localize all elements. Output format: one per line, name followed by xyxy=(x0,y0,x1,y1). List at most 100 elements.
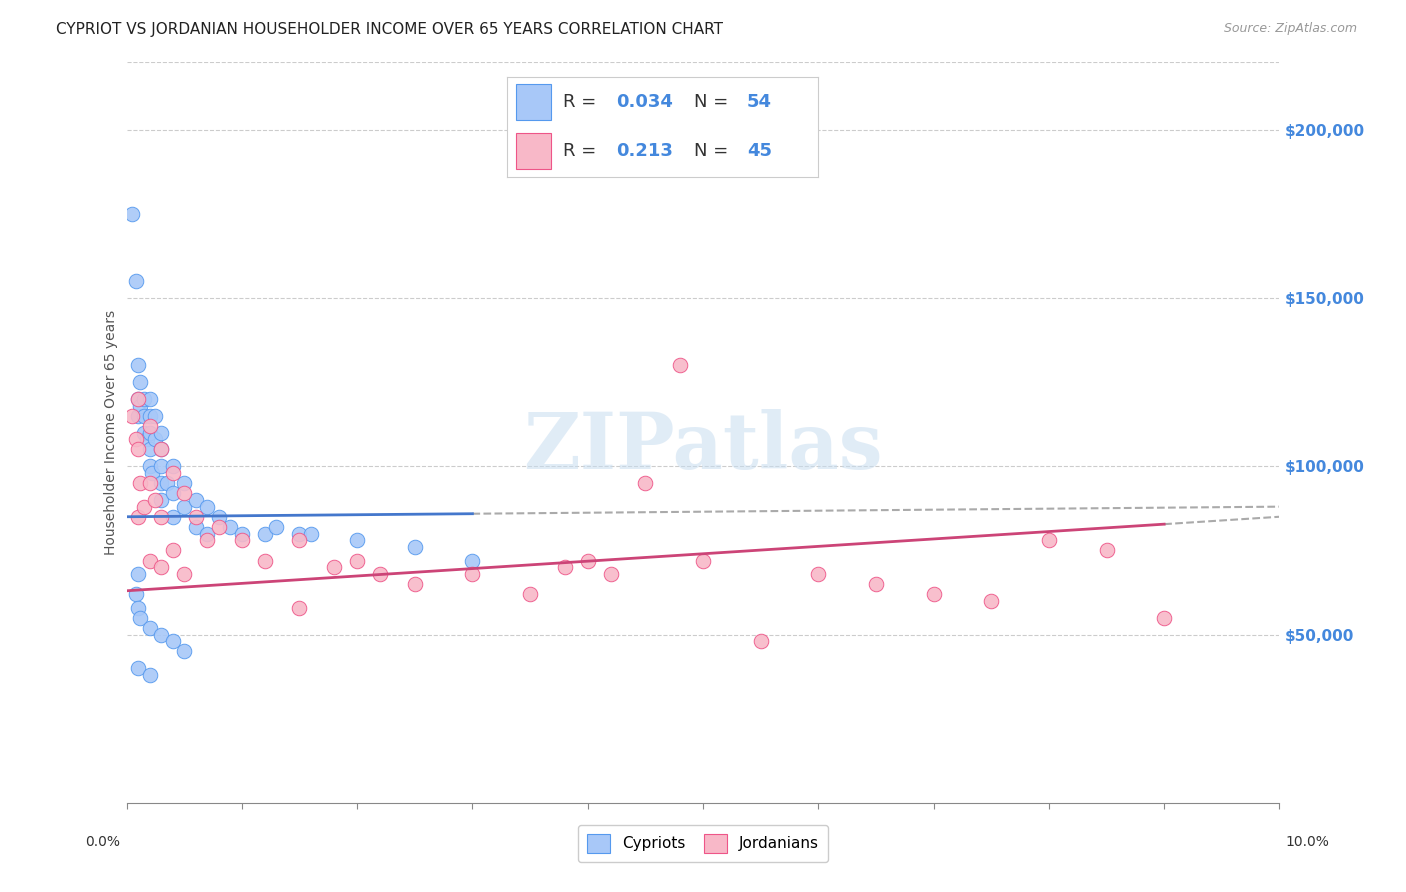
Point xyxy=(669,359,692,373)
Point xyxy=(145,433,166,447)
Point xyxy=(138,425,160,440)
Point xyxy=(461,553,484,567)
Point xyxy=(346,533,368,548)
Point xyxy=(125,274,148,288)
Point xyxy=(145,409,166,423)
Point xyxy=(127,661,149,675)
Text: 10.0%: 10.0% xyxy=(1285,835,1330,848)
Point xyxy=(404,577,426,591)
Point xyxy=(173,644,195,658)
Point xyxy=(288,533,311,548)
Point xyxy=(132,425,155,440)
Point xyxy=(127,359,149,373)
Point xyxy=(195,500,218,514)
Point xyxy=(195,526,218,541)
Point xyxy=(253,553,276,567)
Point xyxy=(173,500,195,514)
Point xyxy=(156,476,179,491)
Point xyxy=(634,476,657,491)
Point xyxy=(231,526,253,541)
Point xyxy=(138,442,160,457)
Point xyxy=(138,553,160,567)
Point xyxy=(150,476,173,491)
Point xyxy=(127,442,149,457)
Point xyxy=(145,492,166,507)
Point xyxy=(162,486,184,500)
Point xyxy=(127,566,149,581)
Point xyxy=(980,594,1002,608)
Point xyxy=(150,425,173,440)
Point xyxy=(519,587,541,601)
Point xyxy=(162,543,184,558)
Point xyxy=(323,560,346,574)
Point xyxy=(150,442,173,457)
Point xyxy=(162,634,184,648)
Point xyxy=(173,486,195,500)
Point xyxy=(121,409,143,423)
Point xyxy=(138,392,160,406)
Point xyxy=(231,533,253,548)
Point xyxy=(1038,533,1060,548)
Point xyxy=(150,627,173,641)
Point xyxy=(208,509,231,524)
Point xyxy=(127,509,149,524)
Point xyxy=(404,540,426,554)
Point xyxy=(138,476,160,491)
Point xyxy=(125,587,148,601)
Point xyxy=(208,520,231,534)
Point xyxy=(162,466,184,480)
Point xyxy=(129,399,152,413)
Point xyxy=(1153,610,1175,624)
Point xyxy=(150,509,173,524)
Point xyxy=(121,207,143,221)
Point xyxy=(132,409,155,423)
Point xyxy=(184,520,207,534)
Point xyxy=(749,634,772,648)
Point xyxy=(184,509,207,524)
Point xyxy=(127,392,149,406)
Point xyxy=(138,459,160,474)
Point xyxy=(461,566,484,581)
Point xyxy=(132,500,155,514)
Point xyxy=(173,476,195,491)
Point xyxy=(162,509,184,524)
Point xyxy=(129,476,152,491)
Text: ZIPatlas: ZIPatlas xyxy=(523,409,883,485)
Point xyxy=(150,560,173,574)
Point xyxy=(173,566,195,581)
Point xyxy=(141,466,163,480)
Point xyxy=(150,442,173,457)
Point xyxy=(865,577,887,591)
Point xyxy=(576,553,599,567)
Point xyxy=(127,600,149,615)
Point xyxy=(807,566,830,581)
Point xyxy=(599,566,621,581)
Point xyxy=(368,566,391,581)
Point xyxy=(299,526,322,541)
Text: Source: ZipAtlas.com: Source: ZipAtlas.com xyxy=(1223,22,1357,36)
Point xyxy=(266,520,288,534)
Legend: Cypriots, Jordanians: Cypriots, Jordanians xyxy=(578,825,828,862)
Point xyxy=(692,553,714,567)
Point xyxy=(195,533,218,548)
Point xyxy=(129,610,152,624)
Text: CYPRIOT VS JORDANIAN HOUSEHOLDER INCOME OVER 65 YEARS CORRELATION CHART: CYPRIOT VS JORDANIAN HOUSEHOLDER INCOME … xyxy=(56,22,723,37)
Point xyxy=(138,418,160,433)
Point xyxy=(150,459,173,474)
Point xyxy=(127,409,149,423)
Point xyxy=(554,560,576,574)
Point xyxy=(127,392,149,406)
Y-axis label: Householder Income Over 65 years: Householder Income Over 65 years xyxy=(104,310,118,555)
Point xyxy=(288,526,311,541)
Point xyxy=(129,375,152,389)
Point xyxy=(288,600,311,615)
Point xyxy=(125,433,148,447)
Point xyxy=(184,492,207,507)
Point xyxy=(162,459,184,474)
Point xyxy=(922,587,945,601)
Point xyxy=(132,392,155,406)
Point xyxy=(138,409,160,423)
Point xyxy=(138,621,160,635)
Point xyxy=(219,520,242,534)
Point xyxy=(136,433,159,447)
